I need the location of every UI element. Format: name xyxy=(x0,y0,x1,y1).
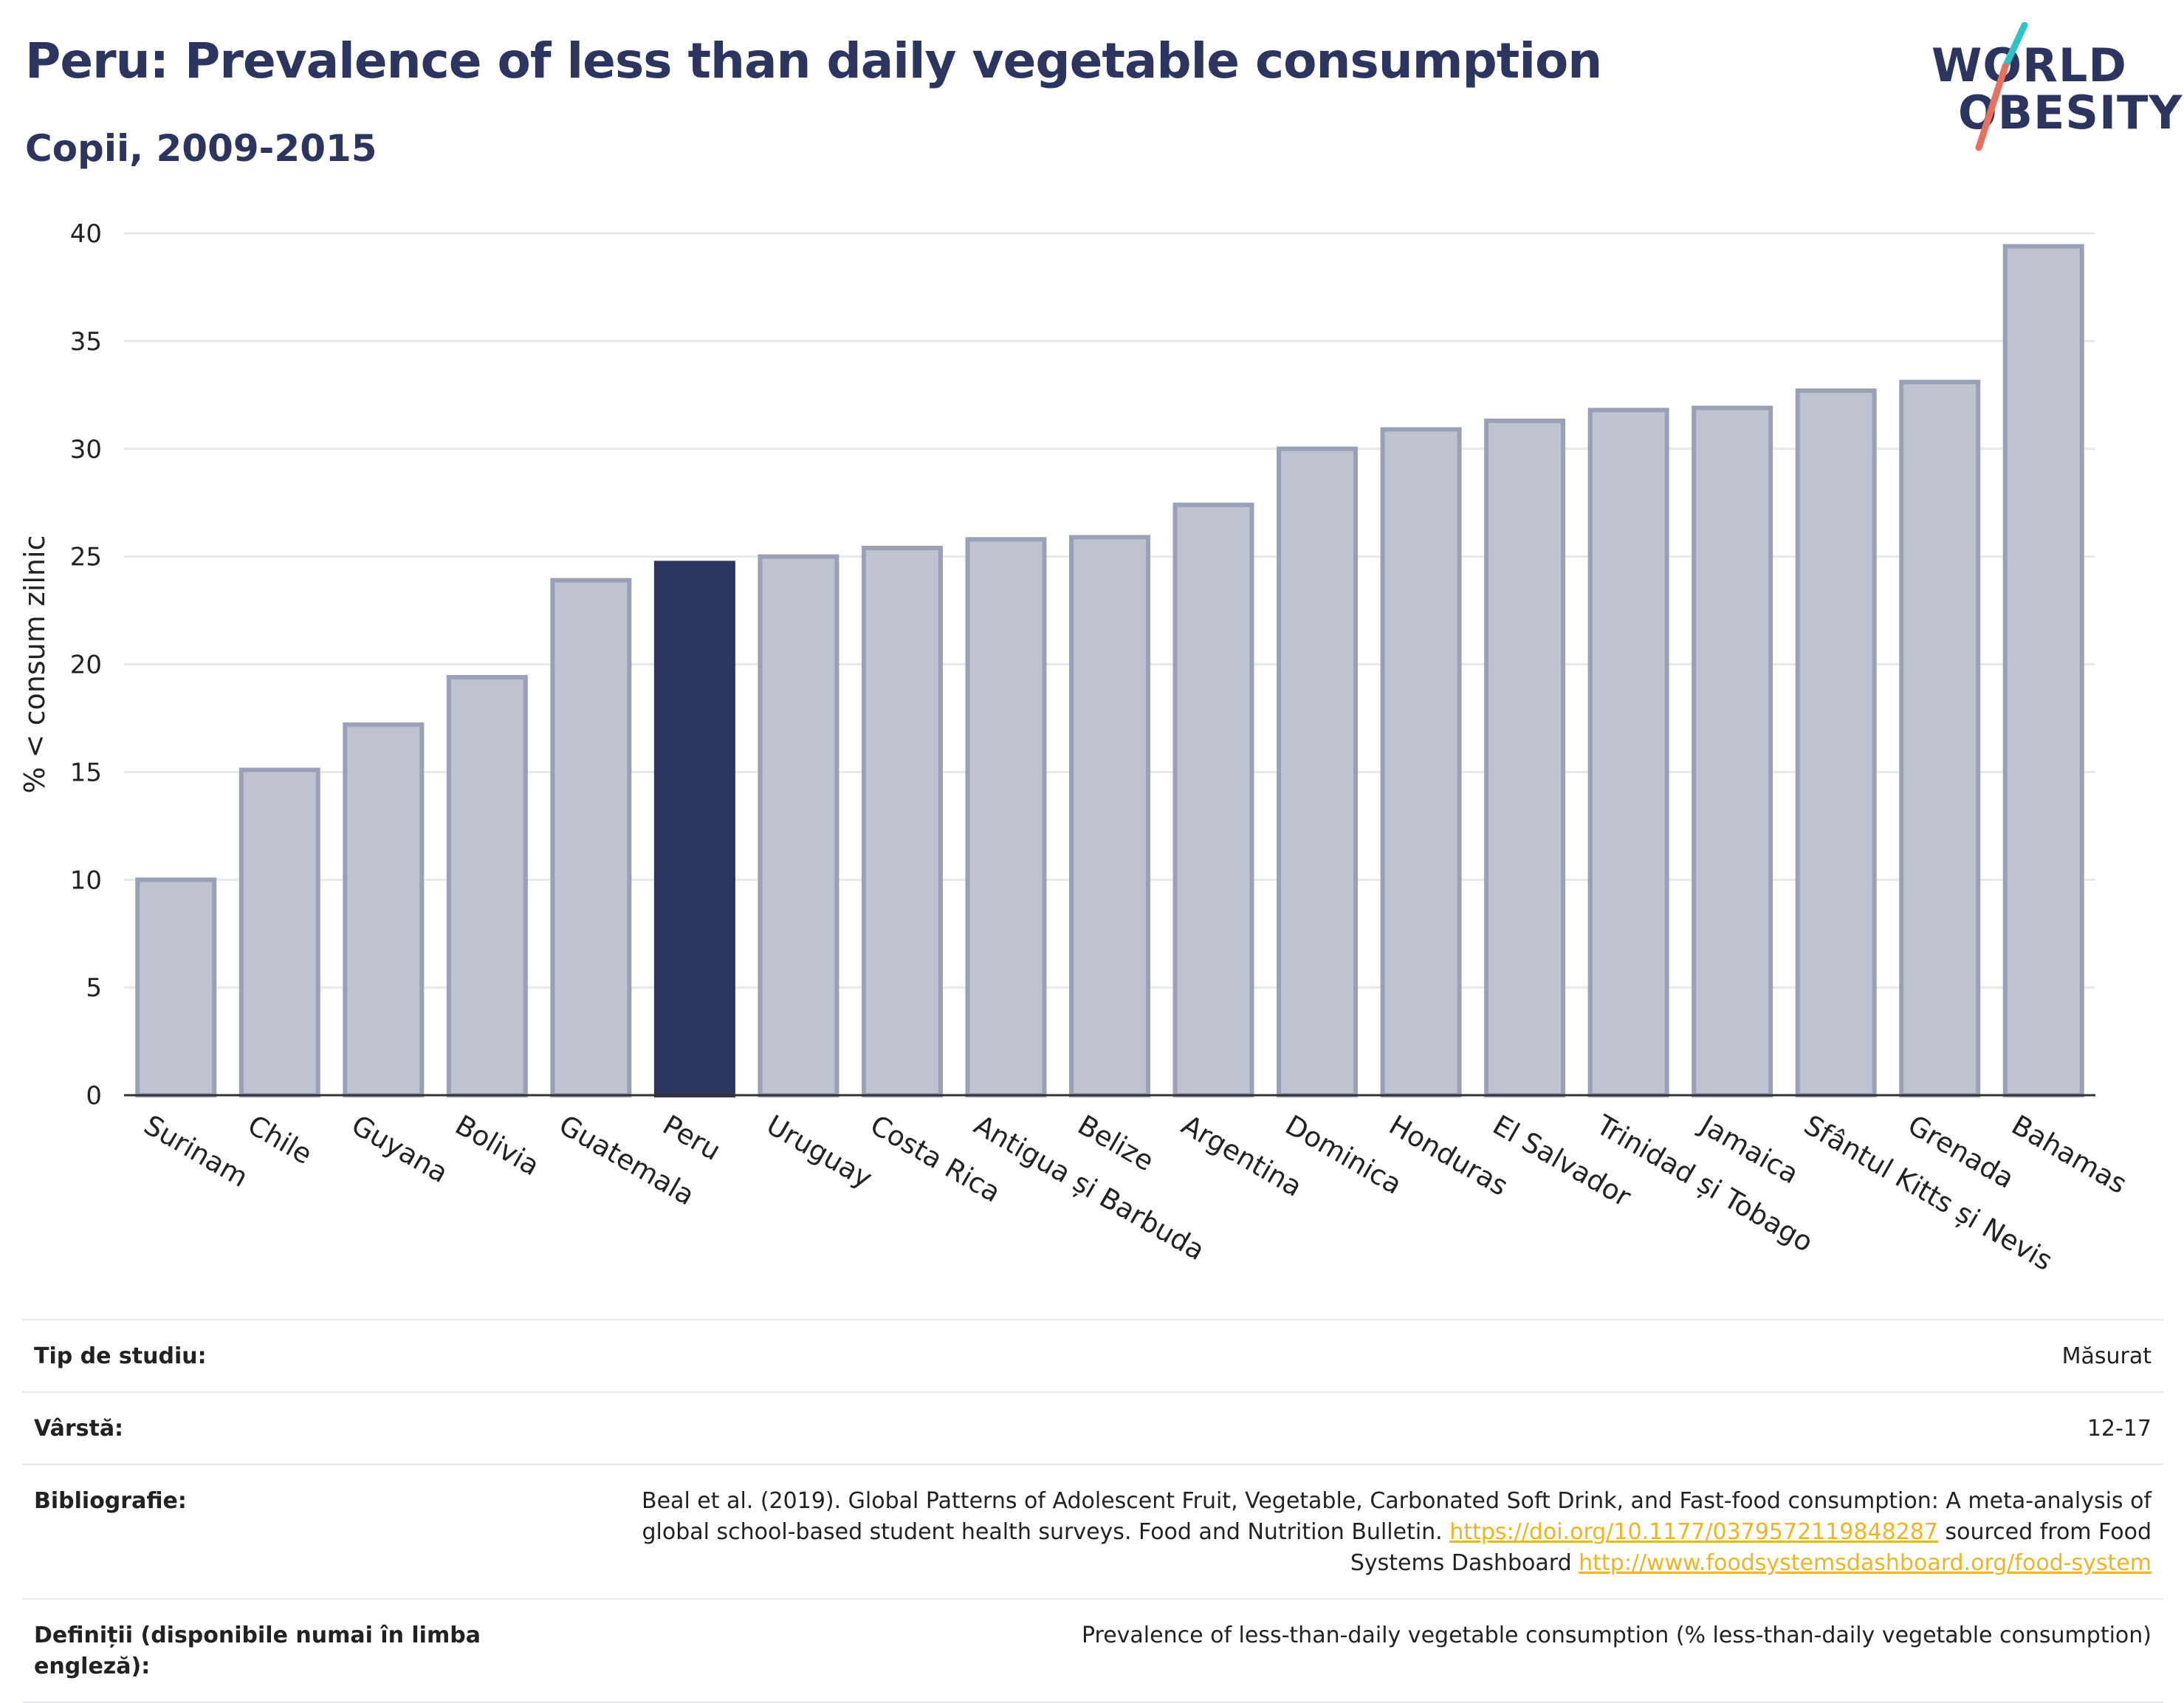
bar-grenada xyxy=(1899,380,1981,1097)
y-tick-label: 25 xyxy=(70,543,102,572)
world-obesity-logo: WORLD OBESITY xyxy=(1920,22,2182,155)
doi-link[interactable]: https://doi.org/10.1177/0379572119848287 xyxy=(1449,1519,1938,1545)
bar-surinam xyxy=(135,877,217,1097)
chart-title: Peru: Prevalence of less than daily vege… xyxy=(25,32,1602,89)
x-tick-label: Honduras xyxy=(1384,1109,1514,1202)
y-axis-title: % < consum zilnic xyxy=(18,535,51,794)
y-tick-label: 20 xyxy=(70,651,102,680)
bar-chile xyxy=(238,767,320,1098)
logo-slash-icon xyxy=(1975,22,2028,151)
bar-antigua-i-barbuda xyxy=(965,537,1047,1098)
bar-argentina xyxy=(1172,502,1254,1098)
y-tick-label: 30 xyxy=(70,435,102,465)
y-tick-label: 0 xyxy=(86,1081,102,1111)
bar-guyana xyxy=(343,722,425,1097)
meta-value: Măsurat xyxy=(2061,1343,2152,1369)
y-tick-label: 5 xyxy=(86,973,102,1003)
meta-value: Prevalence of less-than-daily vegetable … xyxy=(1081,1623,2152,1648)
bar-honduras xyxy=(1380,427,1462,1097)
meta-label: Vârstă: xyxy=(34,1416,124,1442)
chart-subtitle: Copii, 2009-2015 xyxy=(25,127,377,170)
bar-bolivia xyxy=(446,675,528,1097)
bar-belize xyxy=(1069,535,1150,1097)
x-tick-label: Chile xyxy=(242,1109,317,1171)
bar-jamaica xyxy=(1692,405,1773,1097)
bars xyxy=(135,244,2084,1098)
x-tick-label: Peru xyxy=(657,1109,726,1167)
meta-row-age: Vârstă: 12-17 xyxy=(22,1391,2163,1464)
y-tick-label: 15 xyxy=(70,758,102,787)
bar-peru xyxy=(653,561,735,1097)
y-tick-label: 40 xyxy=(70,219,102,249)
x-tick-label: Guyana xyxy=(346,1109,453,1190)
x-tick-label: Bahamas xyxy=(2006,1109,2132,1200)
bar-uruguay xyxy=(758,554,839,1097)
bar-trinidad-i-tobago xyxy=(1587,408,1669,1097)
bar-el-salvador xyxy=(1484,418,1566,1097)
bar-dominica xyxy=(1277,446,1359,1097)
bar-guatemala xyxy=(550,578,632,1097)
meta-value: 12-17 xyxy=(2087,1416,2152,1442)
meta-label: Tip de studiu: xyxy=(34,1343,207,1369)
logo-text-world: WORLD xyxy=(1931,38,2127,92)
meta-row-definitions: Definiții (disponibile numai în limba en… xyxy=(22,1598,2163,1703)
meta-label: Definiții (disponibile numai în limba en… xyxy=(34,1623,481,1679)
y-tick-label: 10 xyxy=(70,866,102,895)
y-tick-label: 35 xyxy=(70,327,102,357)
x-tick-label: Surinam xyxy=(139,1109,253,1194)
bibliography-text: Beal et al. (2019). Global Patterns of A… xyxy=(642,1488,2152,1545)
bar-bahamas xyxy=(2002,244,2084,1097)
meta-value-bibliography: Beal et al. (2019). Global Patterns of A… xyxy=(506,1486,2152,1579)
meta-row-bibliography: Bibliografie: Beal et al. (2019). Global… xyxy=(22,1464,2163,1598)
bibliography-text-source: sourced from Food Systems Dashboard xyxy=(1350,1519,2152,1576)
bar-costa-rica xyxy=(861,545,943,1097)
x-tick-label: Bolivia xyxy=(450,1109,544,1182)
metadata-table: Tip de studiu: Măsurat Vârstă: 12-17 Bib… xyxy=(22,1319,2163,1703)
food-systems-dashboard-link[interactable]: http://www.foodsystemsdashboard.org/food… xyxy=(1579,1550,2152,1576)
bar-sf-ntul-kitts-i-nevis xyxy=(1795,388,1877,1098)
x-tick-label: Uruguay xyxy=(761,1109,878,1195)
meta-row-study-type: Tip de studiu: Măsurat xyxy=(22,1319,2163,1391)
meta-label: Bibliografie: xyxy=(34,1488,187,1514)
